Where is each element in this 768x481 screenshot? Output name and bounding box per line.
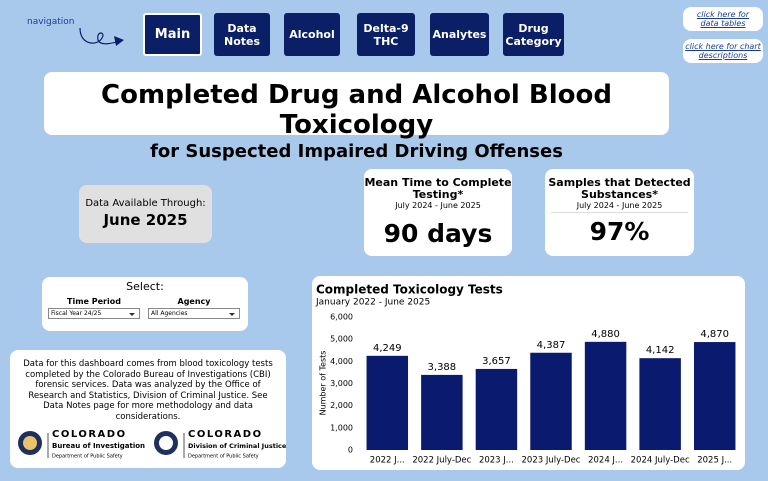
value-label: 3,388 [428,362,457,373]
nav-label: navigation [27,17,75,27]
data-available: Data Available Through: June 2025 [79,185,212,243]
value-label: 4,880 [591,329,620,340]
kpi-card: Samples that Detected Substances* July 2… [545,169,694,256]
logo-org: Division of Criminal Justice [188,442,286,450]
chart-subtitle: January 2022 - June 2025 [315,298,430,308]
y-tick-label: 4,000 [330,357,353,366]
note-text: Data for this dashboard comes from blood… [23,359,273,422]
kpi-period: July 2024 - June 2025 [576,201,663,210]
x-tick-label: 2022 July-Dec [412,456,471,466]
logo-seal [23,436,37,450]
label: Data Available Through: [85,198,206,209]
link[interactable]: click here for data tables [683,7,763,31]
nav-tab[interactable]: Main [143,13,202,56]
x-tick-label: 2024 July-Dec [631,456,690,466]
value-label: 4,870 [700,329,729,340]
value-label: 3,657 [482,356,511,367]
kpi-period: July 2024 - June 2025 [395,201,481,210]
y-axis-label: Number of Tests [319,351,328,416]
bar [366,355,409,450]
filter-label: Agency [177,297,211,306]
value-label: 4,249 [373,343,402,354]
x-tick-label: 2025 J... [697,456,732,466]
kpi-title: Samples that Detected Substances* [548,176,691,201]
x-tick-label: 2022 J... [370,456,405,466]
nav-tab[interactable]: Drug Category [503,13,564,56]
chart: Completed Toxicology Tests January 2022 … [312,276,745,470]
bar [475,368,518,450]
nav-arrow [79,27,124,46]
y-tick-label: 5,000 [330,335,353,344]
kpi-card: Mean Time to Complete Testing* July 2024… [364,169,512,256]
y-tick-label: 2,000 [330,401,353,410]
y-tick-label: 0 [348,446,353,455]
subtitle: for Suspected Impaired Driving Offenses [150,141,563,162]
nav-tab[interactable]: Delta-9 THC [357,13,415,56]
x-tick-label: 2023 July-Dec [522,456,581,466]
logo-name: COLORADO [52,429,127,440]
header: Completed Drug and Alcohol Blood Toxicol… [44,72,669,162]
dropdown[interactable]: All Agencies [148,308,240,319]
dropdown[interactable]: Fiscal Year 24/25 [48,308,140,319]
select-title: Select: [126,280,164,293]
link[interactable]: click here for chart descriptions [683,39,763,63]
select-panel: Select: Time Period Fiscal Year 24/25 Ag… [42,277,248,331]
nav-tab[interactable]: Data Notes [214,13,270,56]
logo-seal [159,436,173,450]
kpi-title: Mean Time to Complete Testing* [364,176,512,201]
nav-tab[interactable]: Analytes [430,13,489,56]
note-panel: Data for this dashboard comes from blood… [10,350,286,468]
kpi-value: 97% [589,217,650,246]
value: June 2025 [103,211,188,229]
value-label: 4,142 [646,345,675,356]
y-tick-label: 3,000 [330,379,353,388]
x-tick-label: 2024 J... [588,456,623,466]
x-tick-label: 2023 J... [479,456,514,466]
divider [551,212,688,213]
kpi-value: 90 days [383,219,493,248]
bar [693,342,736,450]
logo-dept: Department of Public Safety [188,454,259,460]
y-tick-label: 1,000 [330,423,353,432]
bar [584,341,627,450]
chart-title: Completed Toxicology Tests [316,283,503,297]
title: Completed Drug and Alcohol Blood Toxicol… [101,80,612,140]
value-label: 4,387 [537,340,566,351]
logo-name: COLORADO [188,429,263,440]
logo-dept: Department of Public Safety [52,454,123,460]
chart-card [312,276,745,470]
logos: COLORADO Bureau of Investigation Departm… [18,429,286,460]
nav-tab[interactable]: Alcohol [284,13,340,56]
bar [421,374,463,450]
bar [639,358,681,450]
filter-label: Time Period [67,297,121,306]
bar [530,352,572,450]
logo-org: Bureau of Investigation [52,442,145,450]
y-tick-label: 6,000 [330,313,353,322]
